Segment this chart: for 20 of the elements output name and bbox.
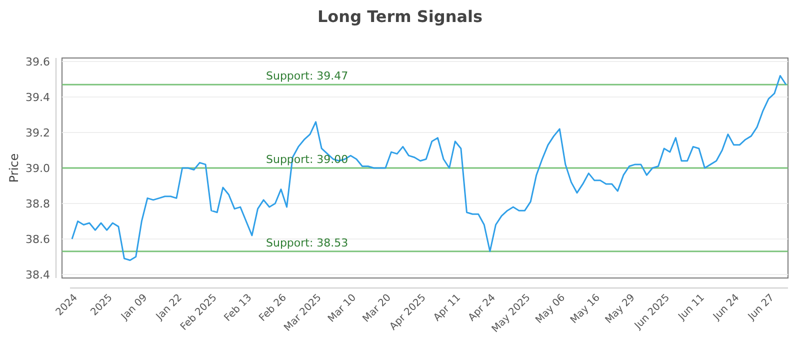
ref-line-label: Support: 39.47 [266, 70, 348, 83]
x-tick-label: Jun 27 [746, 292, 777, 324]
y-tick-label: 39.0 [26, 162, 50, 175]
x-tick-label: Jan 09 [118, 292, 150, 323]
y-tick-label: 39.4 [26, 90, 50, 104]
y-tick-label: 38.6 [26, 232, 50, 246]
chart-title: Long Term Signals [317, 7, 483, 26]
ref-line-label: Support: 38.53 [266, 236, 348, 250]
x-tick-label: Mar 10 [326, 292, 359, 325]
x-tick-label: Apr 11 [432, 292, 464, 324]
x-tick-label: Feb 13 [222, 292, 254, 324]
y-tick-label: 38.8 [26, 197, 50, 210]
y-tick-label: 38.4 [26, 268, 50, 282]
x-tick-label: Jun 24 [710, 292, 742, 324]
x-tick-label: Jan 22 [154, 292, 184, 323]
y-tick-label: 39.6 [26, 55, 50, 68]
x-tick-label: Jun 11 [676, 292, 707, 324]
y-axis-title: Price [7, 153, 21, 183]
y-tick-label: 39.2 [26, 126, 50, 140]
x-tick-label: Apr 24 [466, 292, 498, 324]
